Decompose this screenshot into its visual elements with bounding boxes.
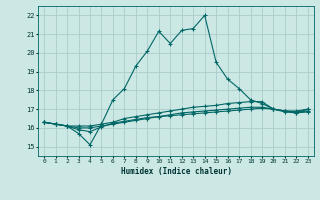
X-axis label: Humidex (Indice chaleur): Humidex (Indice chaleur) (121, 167, 231, 176)
